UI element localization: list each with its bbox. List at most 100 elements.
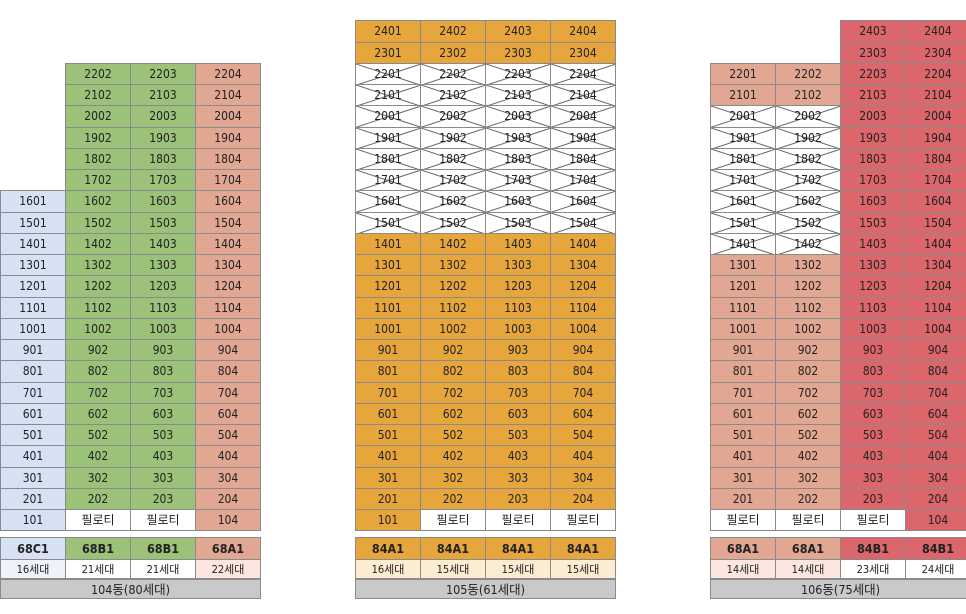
unit-cell: 1604 [905,190,966,213]
cross-mark-icon [551,63,615,84]
unit-cell: 902 [420,339,486,362]
unit-cell: 604 [905,402,966,425]
unit-cell: 303 [130,466,196,489]
cross-mark-icon [421,85,485,106]
unit-cell-excluded: 1703 [485,169,551,192]
unit-cell-excluded: 1604 [550,190,616,213]
unit-cell: 1004 [550,317,616,340]
unit-cell: 1404 [905,232,966,255]
cross-mark-icon [486,63,550,84]
cross-mark-icon [356,212,420,233]
unit-cell: 1203 [840,275,906,298]
unit-cell: 801 [0,360,66,383]
unit-cell: 1302 [420,254,486,277]
unit-cell: 2104 [195,84,261,107]
unit-cell: 1204 [905,275,966,298]
cross-mark-icon [356,148,420,169]
unit-cell: 2102 [775,84,841,107]
unit-cell: 1703 [840,169,906,192]
unit-cell: 1003 [485,317,551,340]
unit-cell: 902 [65,339,131,362]
unit-cell: 904 [195,339,261,362]
unit-cell-excluded: 1901 [355,126,421,149]
unit-cell: 2104 [905,84,966,107]
unit-cell: 1203 [130,275,196,298]
unit-cell: 601 [0,402,66,425]
household-count-label: 14세대 [775,559,841,579]
cross-mark-icon [551,106,615,127]
cross-mark-icon [421,106,485,127]
unit-cell: 1004 [195,317,261,340]
unit-cell-excluded: 2103 [485,84,551,107]
unit-cell: 903 [840,339,906,362]
unit-cell: 1304 [550,254,616,277]
unit-cell: 1603 [840,190,906,213]
unit-cell: 1304 [195,254,261,277]
cross-mark-icon [711,191,775,212]
cross-mark-icon [776,233,840,254]
unit-cell-excluded: 2003 [485,105,551,128]
unit-cell: 202 [420,487,486,510]
unit-cell: 1803 [840,147,906,170]
unit-cell-excluded: 1601 [710,190,776,213]
unit-cell: 804 [550,360,616,383]
unit-cell: 201 [0,487,66,510]
unit-cell: 504 [905,424,966,447]
unit-cell: 1303 [130,254,196,277]
unit-type-label: 84A1 [355,537,421,560]
unit-cell: 503 [840,424,906,447]
unit-cell: 2103 [840,84,906,107]
household-count-label: 15세대 [420,559,486,579]
unit-cell: 304 [195,466,261,489]
unit-cell: 603 [130,402,196,425]
unit-cell-excluded: 1802 [420,147,486,170]
unit-cell: 1104 [905,296,966,319]
unit-cell: 1103 [840,296,906,319]
building-label: 106동(75세대) [710,579,966,599]
unit-cell-excluded: 1903 [485,126,551,149]
unit-cell: 1704 [905,169,966,192]
unit-cell-excluded: 1702 [775,169,841,192]
unit-cell: 702 [65,381,131,404]
unit-cell: 2202 [775,62,841,85]
unit-cell: 2302 [420,41,486,64]
unit-cell: 1301 [355,254,421,277]
unit-cell: 1803 [130,147,196,170]
unit-cell-excluded: 1802 [775,147,841,170]
unit-cell: 1201 [0,275,66,298]
unit-cell: 501 [710,424,776,447]
unit-cell: 504 [550,424,616,447]
unit-cell: 1103 [485,296,551,319]
cross-mark-icon [486,170,550,191]
unit-cell: 2301 [355,41,421,64]
unit-type-label: 84B1 [905,537,966,560]
unit-cell: 1202 [775,275,841,298]
unit-cell-excluded: 1901 [710,126,776,149]
unit-cell: 2004 [905,105,966,128]
unit-cell-excluded: 1502 [420,211,486,234]
unit-cell: 801 [355,360,421,383]
unit-cell-excluded: 2001 [710,105,776,128]
unit-cell: 1903 [130,126,196,149]
unit-cell: 2003 [840,105,906,128]
unit-cell-excluded: 2001 [355,105,421,128]
pilotis-cell: 필로티 [550,509,616,532]
unit-cell: 1802 [65,147,131,170]
unit-cell: 703 [840,381,906,404]
unit-cell: 403 [485,445,551,468]
cross-mark-icon [776,212,840,233]
unit-cell: 302 [65,466,131,489]
unit-cell: 502 [420,424,486,447]
unit-cell: 1303 [840,254,906,277]
unit-cell: 404 [195,445,261,468]
unit-cell: 903 [130,339,196,362]
unit-cell: 1404 [195,232,261,255]
household-count-label: 22세대 [195,559,261,579]
cross-mark-icon [551,212,615,233]
unit-cell-excluded: 1601 [355,190,421,213]
unit-cell: 1003 [130,317,196,340]
unit-type-label: 68A1 [775,537,841,560]
unit-cell: 803 [485,360,551,383]
household-count-label: 15세대 [485,559,551,579]
unit-cell-excluded: 1804 [550,147,616,170]
